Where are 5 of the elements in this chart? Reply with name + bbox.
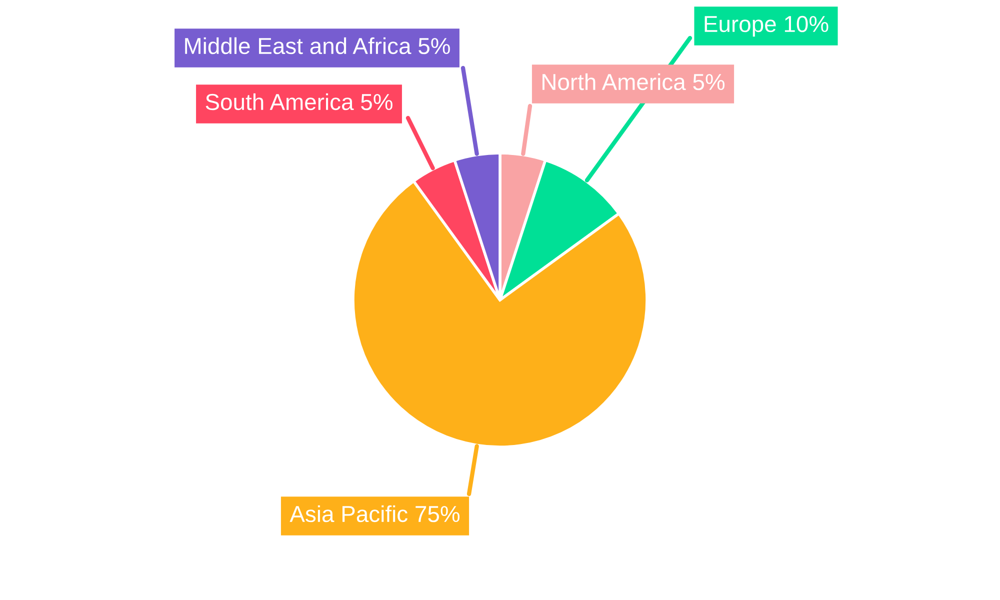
slice-label: Middle East and Africa 5% [185,37,450,54]
slice-label: South America 5% [206,93,392,110]
slice-label: Asia Pacific 75% [290,505,460,522]
slice-label: Europe 10% [704,16,828,37]
slice-label: North America 5% [542,73,725,90]
